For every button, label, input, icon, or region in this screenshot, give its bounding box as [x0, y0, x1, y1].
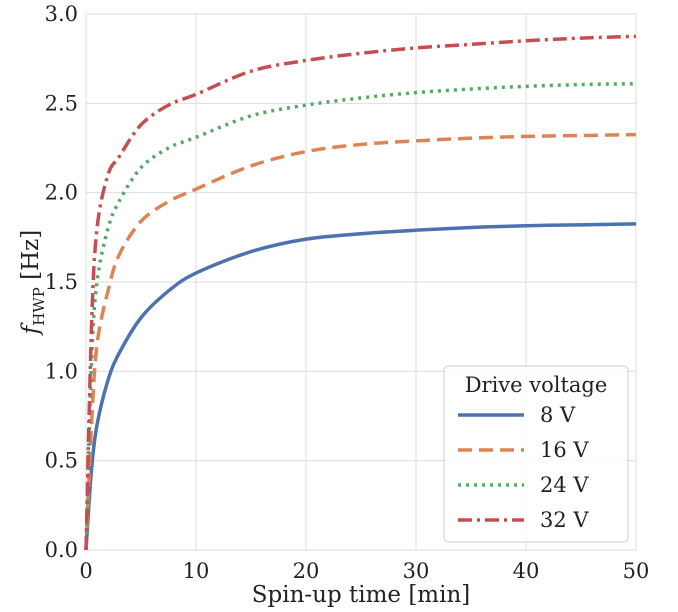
y-tick-label: 0.5 [45, 449, 78, 473]
x-ticks: 0 10 20 30 40 50 [79, 559, 649, 583]
legend-items: 8 V 16 V 24 V 32 V [458, 403, 589, 532]
y-tick-label: 0.0 [45, 538, 78, 562]
legend-label: 24 V [540, 473, 589, 497]
y-tick-label: 2.0 [45, 181, 78, 205]
x-tick-label: 40 [513, 559, 540, 583]
series-line-32v [84, 34, 637, 551]
x-axis-label: Spin-up time [min] [252, 582, 471, 608]
legend-label: 32 V [540, 508, 589, 532]
legend-label: 8 V [540, 403, 576, 427]
y-axis-label-sub: HWP [30, 287, 48, 326]
y-ticks: 0.0 0.5 1.0 1.5 2.0 2.5 3.0 [45, 2, 78, 562]
x-tick-label: 50 [623, 559, 650, 583]
y-tick-label: 1.0 [45, 359, 78, 383]
x-tick-label: 10 [183, 559, 210, 583]
x-tick-label: 0 [79, 559, 92, 583]
series-line-8v [84, 222, 637, 551]
x-tick-label: 20 [293, 559, 320, 583]
legend-box [443, 365, 629, 543]
y-axis-label: fHWP [Hz] [18, 230, 48, 337]
legend: Drive voltage 8 V 16 V 24 V 32 V [443, 365, 629, 543]
series-group [84, 34, 637, 551]
legend-label: 16 V [540, 438, 589, 462]
y-tick-label: 1.5 [45, 270, 78, 294]
y-axis-label-main: f [18, 322, 44, 336]
x-tick-label: 30 [403, 559, 430, 583]
series-line-16v [84, 132, 637, 551]
legend-title: Drive voltage [465, 373, 608, 397]
y-tick-label: 2.5 [45, 91, 78, 115]
y-tick-label: 3.0 [45, 2, 78, 26]
y-axis-label-unit: [Hz] [18, 230, 44, 287]
